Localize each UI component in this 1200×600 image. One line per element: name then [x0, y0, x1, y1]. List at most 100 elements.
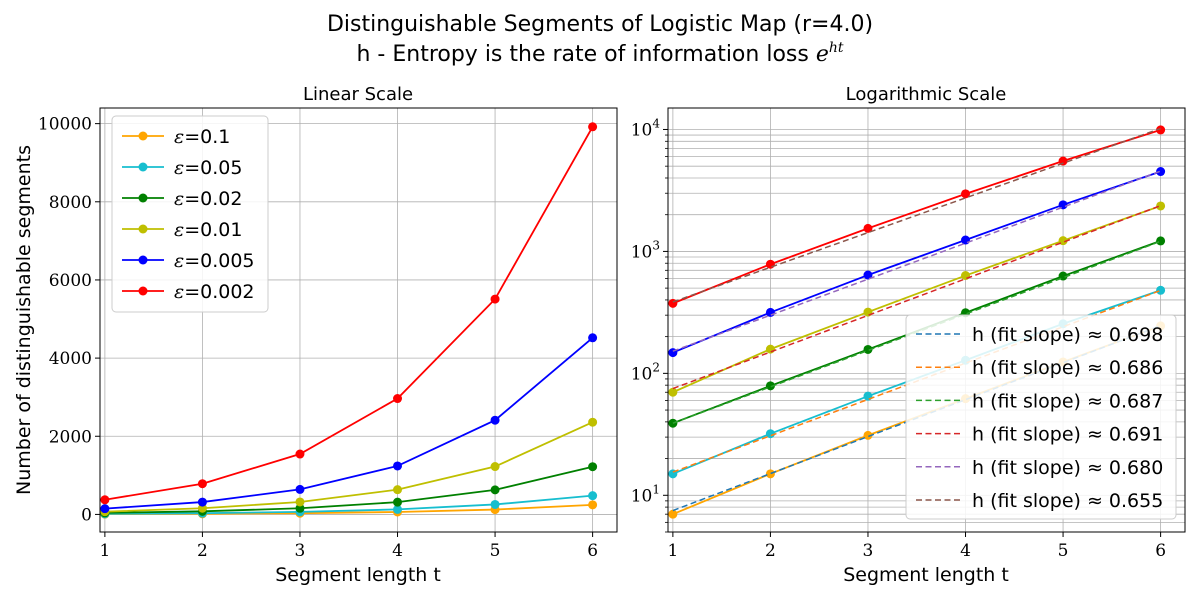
- legend-marker-swatch: [138, 255, 148, 265]
- linear-data-point: [295, 484, 305, 494]
- linear-data-point: [588, 462, 598, 472]
- log-data-point: [668, 509, 678, 519]
- log-x-tick-label: 2: [765, 541, 776, 561]
- figure-subtitle: h - Entropy is the rate of information l…: [356, 40, 843, 67]
- linear-data-point: [100, 504, 110, 514]
- linear-data-point: [393, 497, 403, 507]
- linear-data-point: [197, 503, 207, 513]
- linear-data-point: [490, 499, 500, 509]
- linear-axes-frame: [99, 107, 618, 533]
- linear-panel-title: Linear Scale: [303, 84, 413, 105]
- log-data-point: [1156, 201, 1166, 211]
- log-panel-title: Logarithmic Scale: [846, 84, 1007, 105]
- log-data-point: [863, 391, 873, 401]
- y-tick-exponent: 3: [652, 238, 660, 252]
- linear-x-tick-label: 1: [99, 541, 110, 561]
- legend-fit-label: h (fit slope) ≈ 0.687: [972, 390, 1163, 412]
- legend-entry-label: ε=0.02: [174, 188, 242, 210]
- legend-marker-swatch: [138, 131, 148, 141]
- log-data-point: [863, 430, 873, 440]
- legend-epsilon-value: =0.02: [184, 188, 242, 210]
- linear-data-point: [393, 461, 403, 471]
- linear-data-point: [490, 294, 500, 304]
- linear-data-point: [490, 485, 500, 495]
- linear-y-tick-label: 6000: [49, 271, 92, 291]
- log-y-tick-label: 103: [631, 238, 660, 262]
- linear-series-line: [104, 494, 593, 515]
- figure-title: Distinguishable Segments of Logistic Map…: [327, 12, 873, 37]
- linear-series-line: [104, 337, 594, 510]
- linear-data-point: [295, 503, 305, 513]
- linear-data-point: [393, 485, 403, 495]
- linear-y-tick-label: 2000: [49, 427, 92, 447]
- linear-series-line: [104, 465, 593, 514]
- y-tick-exponent: 2: [652, 360, 660, 374]
- log-data-point: [961, 235, 971, 245]
- legend-fit-label: h (fit slope) ≈ 0.686: [972, 357, 1163, 379]
- legend-marker-swatch: [138, 224, 148, 234]
- linear-y-tick-label: 0: [81, 505, 92, 525]
- legend-fit-label: h (fit slope) ≈ 0.655: [972, 490, 1163, 512]
- legend-entry-label: ε=0.1: [174, 126, 230, 148]
- linear-data-point: [100, 495, 110, 505]
- legend-marker-swatch: [138, 162, 148, 172]
- legend-epsilon-symbol: ε: [174, 188, 184, 210]
- log-axes-frame: [667, 107, 1186, 533]
- log-data-point: [961, 189, 971, 199]
- log-y-tick-label: 104: [631, 116, 661, 140]
- log-data-point: [765, 344, 775, 354]
- y-tick-exponent: 4: [652, 116, 660, 130]
- legend-epsilon-symbol: ε: [174, 281, 184, 303]
- linear-series-line: [104, 126, 594, 501]
- linear-data-point: [588, 417, 598, 427]
- log-x-tick-label: 3: [863, 541, 874, 561]
- legend-entry-label: ε=0.005: [174, 250, 255, 272]
- linear-legend-box: [111, 115, 269, 313]
- linear-x-tick-label: 3: [295, 541, 306, 561]
- linear-x-tick-label: 6: [587, 541, 598, 561]
- y-tick-base: 10: [631, 242, 653, 262]
- legend-marker-swatch: [138, 286, 148, 296]
- legend-entry-label: ε=0.05: [174, 157, 242, 179]
- linear-ticks: 1 2 3 4 5 6 0 2000 4000 6000 8000 10000: [38, 115, 598, 561]
- legend-epsilon-value: =0.1: [184, 126, 230, 148]
- legend-entry-label: ε=0.01: [174, 219, 242, 241]
- linear-data-point: [197, 497, 207, 507]
- log-x-tick-label: 6: [1155, 541, 1166, 561]
- log-series-line: [672, 129, 1161, 305]
- y-tick-exponent: 1: [652, 482, 660, 496]
- linear-y-tick-label: 4000: [49, 349, 92, 369]
- fit-line: [672, 204, 1161, 390]
- linear-y-tick-label: 8000: [49, 193, 92, 213]
- log-legend-box: [905, 314, 1177, 520]
- figure-subtitle-math-sup: ht: [829, 40, 844, 56]
- figure-subtitle-math-base: e: [816, 42, 829, 67]
- log-data-point: [1156, 125, 1166, 135]
- linear-data-point: [588, 491, 598, 501]
- log-x-axis-label: Segment length t: [843, 564, 1009, 586]
- linear-data-point: [588, 333, 598, 343]
- log-x-tick-label: 1: [667, 541, 678, 561]
- log-y-tick-label: 101: [631, 482, 660, 506]
- log-data-point: [863, 344, 873, 354]
- y-tick-base: 10: [631, 486, 653, 506]
- log-data-point: [765, 381, 775, 391]
- log-series-line: [672, 205, 1161, 394]
- legend-epsilon-symbol: ε: [174, 219, 184, 241]
- linear-data-point: [490, 462, 500, 472]
- log-y-tick-label: 102: [631, 360, 660, 384]
- y-tick-base: 10: [631, 120, 653, 140]
- legend-fit-label: h (fit slope) ≈ 0.680: [972, 457, 1163, 479]
- legend-fit-label: h (fit slope) ≈ 0.698: [972, 324, 1163, 346]
- linear-series-line: [104, 421, 593, 513]
- linear-x-tick-label: 4: [392, 541, 403, 561]
- y-tick-base: 10: [631, 364, 653, 384]
- log-data-point: [765, 259, 775, 269]
- log-data-point: [863, 223, 873, 233]
- figure-subtitle-text: h - Entropy is the rate of information l…: [356, 42, 815, 67]
- legend-fit-label: h (fit slope) ≈ 0.691: [972, 424, 1163, 446]
- log-data-point: [765, 469, 775, 479]
